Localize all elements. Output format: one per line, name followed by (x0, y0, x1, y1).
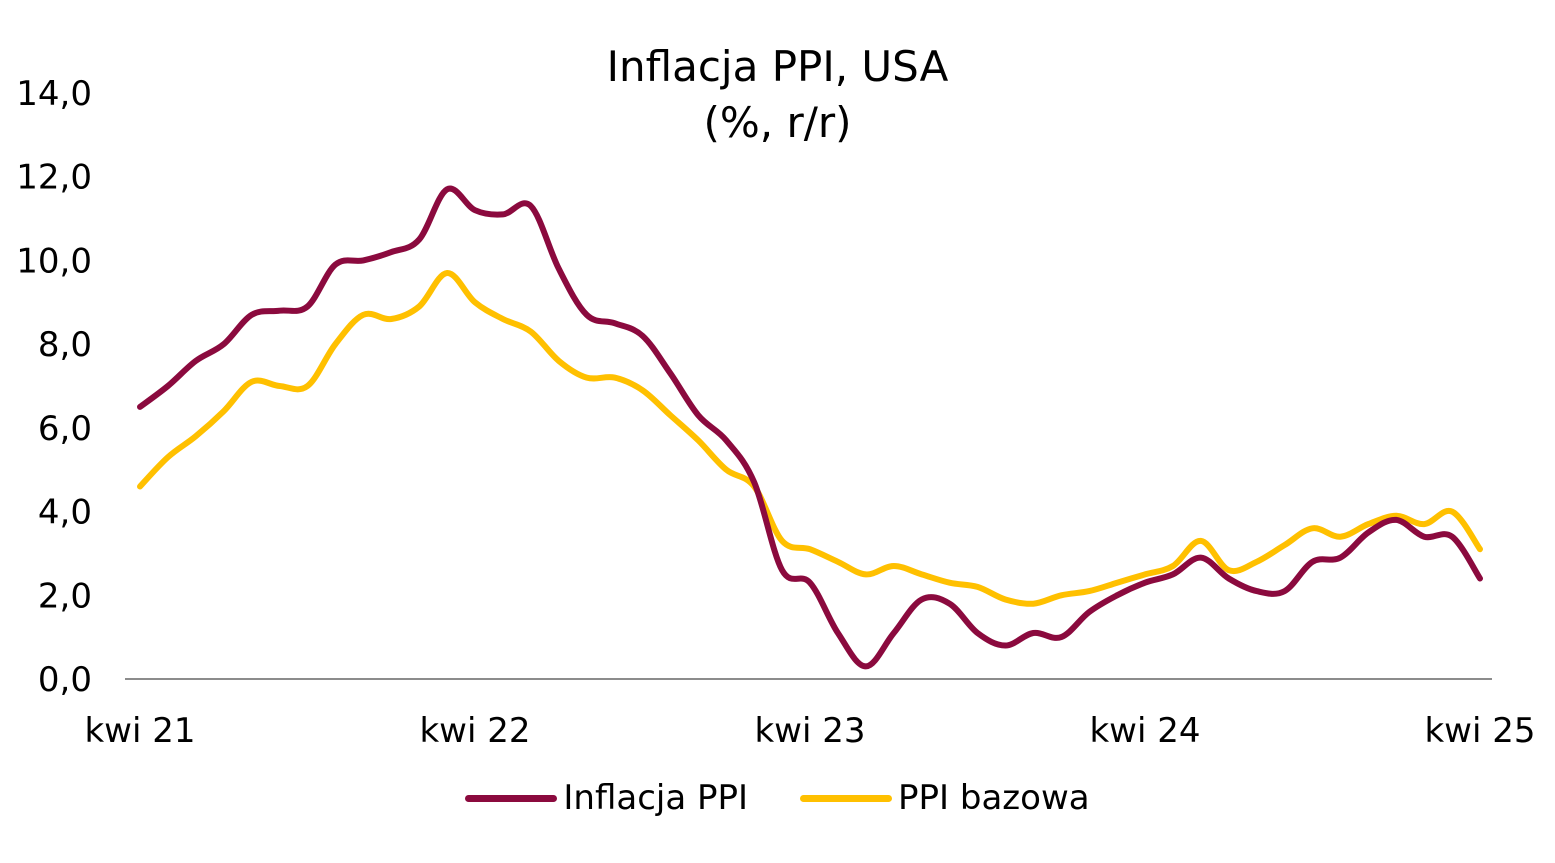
x-tick-label: kwi 24 (1089, 711, 1200, 751)
y-axis-ticks: 0,0 2,0 4,0 6,0 8,0 10,0 12,0 14,0 (16, 74, 92, 700)
chart-subtitle: (%, r/r) (703, 98, 852, 147)
legend-swatch-inflacja-ppi (465, 794, 558, 802)
y-tick-label: 2,0 (38, 576, 92, 616)
legend-swatch-ppi-bazowa (800, 794, 893, 802)
y-tick-label: 0,0 (38, 660, 92, 700)
y-tick-label: 14,0 (16, 74, 92, 114)
legend-item-ppi-bazowa: PPI bazowa (800, 778, 1090, 818)
legend-item-inflacja-ppi: Inflacja PPI (465, 778, 748, 818)
series-line-inflacja-ppi (137, 185, 1483, 670)
chart-title: Inflacja PPI, USA (606, 42, 949, 91)
y-tick-label: 4,0 (38, 493, 92, 533)
legend-label-inflacja-ppi: Inflacja PPI (563, 778, 749, 818)
legend: Inflacja PPI PPI bazowa (0, 778, 1555, 818)
y-tick-label: 8,0 (38, 325, 92, 365)
series-layer (137, 185, 1483, 670)
y-tick-label: 12,0 (16, 158, 92, 198)
x-tick-label: kwi 23 (754, 711, 865, 751)
x-tick-label: kwi 25 (1424, 711, 1535, 751)
x-tick-label: kwi 21 (84, 711, 195, 751)
y-tick-label: 6,0 (38, 409, 92, 449)
x-tick-label: kwi 22 (419, 711, 530, 751)
x-axis-ticks: kwi 21 kwi 22 kwi 23 kwi 24 kwi 25 (84, 711, 1535, 751)
line-chart: 0,0 2,0 4,0 6,0 8,0 10,0 12,0 14,0 kwi 21 kwi 22… (16, 74, 1535, 751)
y-tick-label: 10,0 (16, 241, 92, 281)
legend-label-ppi-bazowa: PPI bazowa (898, 778, 1090, 818)
series-line-ppi-bazowa (137, 270, 1483, 607)
